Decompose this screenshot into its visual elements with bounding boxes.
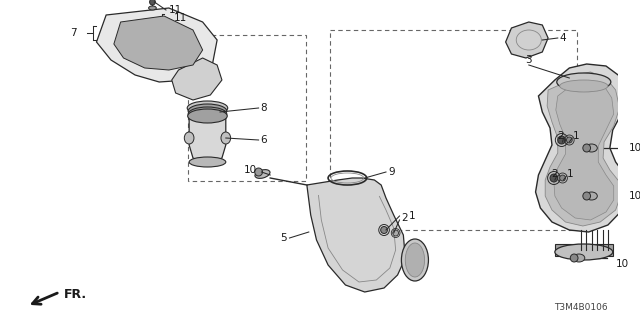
Polygon shape (307, 178, 405, 292)
Ellipse shape (188, 101, 228, 115)
Polygon shape (545, 72, 620, 226)
Text: 1: 1 (566, 169, 573, 179)
Ellipse shape (188, 104, 227, 118)
Ellipse shape (255, 168, 262, 176)
Text: 7: 7 (70, 28, 77, 38)
Text: FR.: FR. (64, 289, 87, 301)
Ellipse shape (401, 239, 428, 281)
Text: 10: 10 (616, 259, 628, 269)
Polygon shape (506, 22, 548, 58)
Circle shape (150, 0, 156, 5)
Polygon shape (172, 58, 222, 100)
Text: 2: 2 (557, 131, 564, 141)
Ellipse shape (184, 132, 194, 144)
Ellipse shape (583, 144, 591, 152)
Text: 6: 6 (260, 135, 267, 145)
Bar (188, 35, 306, 181)
Polygon shape (555, 244, 612, 256)
Text: 4: 4 (559, 33, 566, 43)
Text: 11: 11 (173, 13, 187, 23)
Ellipse shape (555, 244, 612, 260)
Ellipse shape (188, 107, 227, 121)
Ellipse shape (573, 254, 585, 262)
Bar (330, 30, 577, 230)
Ellipse shape (557, 136, 566, 144)
Text: 1: 1 (409, 211, 416, 221)
Ellipse shape (255, 170, 270, 178)
Polygon shape (114, 16, 203, 70)
Text: 5: 5 (280, 233, 287, 243)
Polygon shape (189, 115, 226, 165)
Text: T3M4B0106: T3M4B0106 (554, 303, 608, 312)
Ellipse shape (570, 254, 578, 262)
Ellipse shape (586, 192, 597, 200)
Text: 8: 8 (260, 103, 267, 113)
Ellipse shape (559, 175, 566, 181)
Text: 10: 10 (629, 191, 640, 201)
Text: 9: 9 (388, 167, 394, 177)
Polygon shape (536, 64, 627, 232)
Ellipse shape (381, 227, 387, 234)
Text: 10: 10 (629, 143, 640, 153)
Text: 1: 1 (573, 131, 580, 141)
Ellipse shape (221, 132, 230, 144)
Ellipse shape (393, 230, 399, 236)
Ellipse shape (566, 137, 572, 143)
Polygon shape (97, 8, 217, 82)
Ellipse shape (405, 243, 424, 277)
Polygon shape (554, 80, 614, 220)
Ellipse shape (583, 192, 591, 200)
Ellipse shape (550, 174, 557, 182)
Text: 10: 10 (244, 165, 257, 175)
Ellipse shape (557, 73, 611, 91)
Ellipse shape (188, 109, 227, 123)
Ellipse shape (559, 80, 608, 92)
Text: 2: 2 (401, 213, 408, 223)
Ellipse shape (586, 144, 597, 152)
Ellipse shape (148, 6, 156, 10)
Text: 3: 3 (525, 55, 532, 65)
Ellipse shape (189, 157, 226, 167)
Text: 2: 2 (551, 169, 557, 179)
Text: 11: 11 (169, 5, 182, 15)
